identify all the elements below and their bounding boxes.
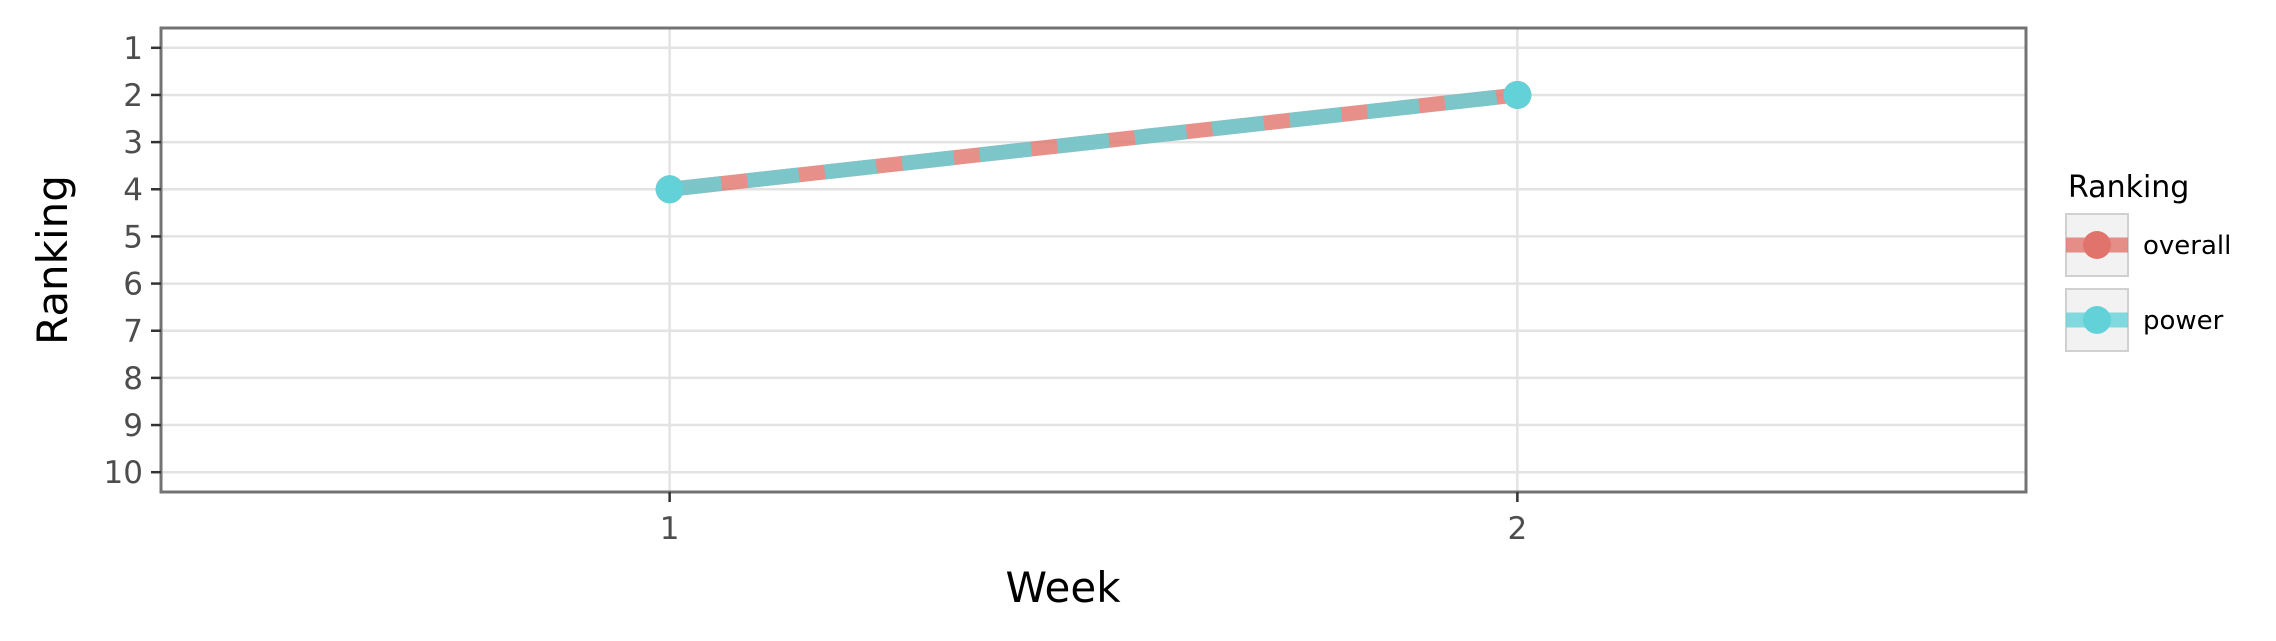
y-axis-title: Ranking [28,175,77,345]
x-tick-label: 1 [660,511,680,547]
panel-border [159,26,2028,494]
y-tick-label: 3 [123,125,143,161]
y-gridlines [161,46,2026,474]
y-axis: 1 2 3 4 5 6 7 8 9 10 [104,31,161,491]
x-axis-title: Week [1005,563,1121,612]
y-tick-label: 9 [123,408,143,444]
legend-label-overall: overall [2143,231,2231,261]
legend-label-power: power [2143,306,2224,336]
y-tick-label: 4 [123,172,143,208]
y-tick-label: 1 [123,31,143,67]
y-tick-label: 6 [123,267,143,303]
panel-background [161,28,2026,492]
y-tick-label: 2 [123,78,143,114]
legend-items: overall power [2065,213,2231,352]
x-tick-label: 2 [1507,511,1527,547]
data-point-power [655,175,684,204]
legend: Ranking overall power [2065,170,2231,352]
y-tick-label: 5 [123,219,143,255]
legend-marker-overall [2083,231,2111,259]
legend-title: Ranking [2068,170,2189,205]
series-layer [655,80,1532,204]
y-tick-label: 8 [123,361,143,397]
legend-marker-power [2083,306,2111,334]
y-tick-label: 10 [104,455,143,491]
data-point-power [1503,80,1532,109]
series-line-power [668,87,1519,197]
y-tick-label: 7 [123,314,143,350]
